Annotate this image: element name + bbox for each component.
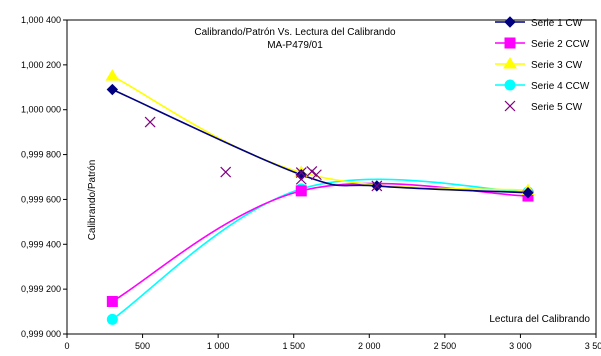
- x-tick-label: 3 500: [585, 341, 601, 351]
- data-point: [295, 167, 307, 178]
- chart-title: Calibrando/Patrón Vs. Lectura del Calibr…: [194, 27, 396, 38]
- y-axis-ticks: 0,999 000 0,999 200 0,999 400 0,999 600 0,99…: [21, 15, 67, 339]
- chart-subtitle: MA-P479/01: [267, 40, 323, 51]
- legend-label: Serie 1 CW: [531, 18, 583, 29]
- x-tick-label: 3 000: [509, 341, 532, 351]
- x-tick-label: 1 000: [207, 341, 230, 351]
- legend-marker: [503, 57, 517, 69]
- data-point: [106, 313, 118, 325]
- legend-label: Serie 5 CW: [531, 102, 583, 113]
- data-point: [306, 165, 318, 177]
- data-point: [106, 295, 118, 307]
- series-markers: [105, 69, 535, 325]
- x-axis-label: Lectura del Calibrando: [489, 314, 590, 325]
- legend-marker: [504, 100, 516, 112]
- data-point: [371, 180, 383, 192]
- x-tick-label: 2 500: [434, 341, 457, 351]
- series-line: [112, 88, 529, 194]
- y-tick-label: 0,999 400: [21, 239, 61, 249]
- data-point: [220, 166, 232, 178]
- data-point: [144, 116, 156, 128]
- x-axis-ticks: 0 500 1 000 1 500 2 000 2 500 3 000 3 500: [64, 334, 601, 351]
- x-tick-label: 0: [64, 341, 69, 351]
- x-tick-label: 1 500: [282, 341, 305, 351]
- data-point: [105, 69, 120, 81]
- y-axis-label: Calibrando/Patrón: [87, 160, 98, 241]
- legend-marker: [504, 16, 516, 28]
- x-tick-label: 2 000: [358, 341, 381, 351]
- y-tick-label: 0,999 200: [21, 284, 61, 294]
- y-tick-label: 1,000 000: [21, 105, 61, 115]
- y-tick-label: 0,999 600: [21, 194, 61, 204]
- data-point: [295, 185, 307, 197]
- y-tick-label: 0,999 800: [21, 150, 61, 160]
- y-tick-label: 1,000 400: [21, 15, 61, 25]
- legend-marker: [504, 37, 516, 49]
- x-tick-label: 500: [135, 341, 150, 351]
- legend-marker: [504, 79, 516, 91]
- legend-label: Serie 4 CCW: [531, 81, 590, 92]
- legend-label: Serie 3 CW: [531, 60, 583, 71]
- data-point: [106, 83, 119, 96]
- data-point: [522, 186, 534, 199]
- legend-label: Serie 2 CCW: [531, 39, 590, 50]
- y-tick-label: 0,999 000: [21, 329, 61, 339]
- plot-area: [66, 19, 597, 335]
- legend: Serie 1 CW Serie 2 CCW Serie 3 CW Serie 4 C…: [495, 16, 590, 113]
- y-tick-label: 1,000 200: [21, 60, 61, 70]
- data-point: [310, 169, 322, 181]
